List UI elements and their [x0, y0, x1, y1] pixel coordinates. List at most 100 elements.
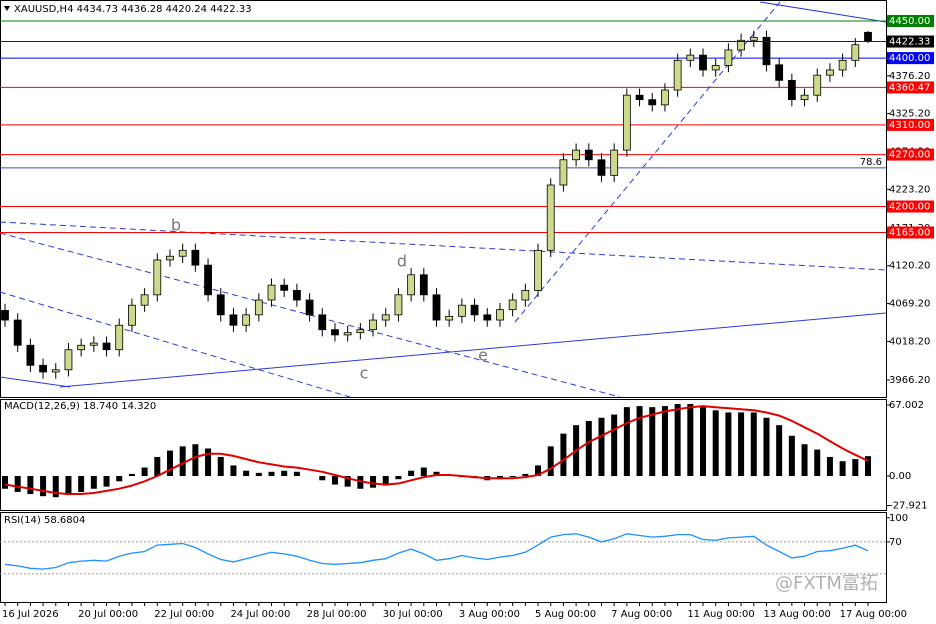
macd-bar [319, 476, 326, 481]
macd-bar [814, 449, 821, 477]
macd-bar [243, 470, 250, 477]
macd-bar [268, 471, 275, 477]
candle-body [686, 54, 695, 61]
candle-body [521, 289, 530, 301]
candle-body [318, 314, 327, 331]
y-tick-label: 4018.20 [889, 336, 930, 347]
candle-body [13, 319, 22, 346]
rsi-title: RSI(14) 58.6804 [4, 515, 85, 526]
candle-body [546, 184, 555, 251]
candle-body [216, 294, 225, 316]
candle-body [254, 299, 263, 316]
candle-body [39, 364, 47, 373]
macd-bar [839, 461, 846, 477]
candle-body [851, 44, 860, 61]
macd-bar [293, 471, 300, 477]
candle-body [661, 89, 669, 106]
macd-bar [331, 476, 338, 485]
price-label: 4422.33 [889, 37, 930, 48]
level-label-bg [887, 81, 934, 94]
macd-pane [0, 399, 887, 511]
level-label: 4450.00 [889, 16, 930, 27]
macd-bar [217, 456, 224, 477]
candle-body [483, 314, 492, 321]
fib-label: 78.6 [860, 157, 882, 168]
candle-body [1, 310, 9, 321]
candle-body [407, 274, 416, 296]
candle-body [749, 36, 758, 41]
macd-bar [547, 446, 554, 477]
watermark: @FXTM富拓 [775, 573, 878, 594]
price-label-bg [887, 35, 934, 48]
macd-bar [661, 406, 668, 477]
candle-body [597, 159, 606, 176]
candle-body [838, 59, 847, 71]
macd-bar [141, 467, 148, 477]
level-label: 4360.47 [889, 82, 930, 93]
candle-body [724, 49, 733, 66]
macd-bar [344, 476, 351, 487]
x-tick-label: 17 Aug 00:00 [840, 609, 907, 620]
macd-bar [585, 420, 592, 477]
macd-bar [865, 456, 871, 477]
candle-body [381, 314, 390, 321]
candle-body [572, 149, 581, 161]
macd-bar [509, 476, 516, 478]
level-label: 4310.00 [889, 120, 930, 131]
macd-bar [712, 410, 719, 477]
candle-body [711, 65, 720, 71]
macd-bar [154, 456, 161, 477]
candle-body [204, 264, 212, 296]
macd-bar [78, 476, 85, 492]
macd-bar [27, 476, 34, 495]
candle-body [737, 39, 745, 51]
chart-title: XAUUSD,H4 4434.73 4436.28 4420.24 4422.3… [14, 4, 252, 15]
rsi-line [4, 533, 869, 570]
macd-bar [674, 403, 681, 477]
wave-label: b [171, 216, 181, 235]
macd-bar [255, 472, 262, 477]
candle-body [331, 329, 339, 336]
macd-bar [408, 470, 415, 477]
candle-body [813, 74, 822, 96]
trendline [0, 221, 887, 271]
x-tick-label: 30 Jul 00:00 [383, 609, 443, 620]
candle-body [64, 349, 73, 371]
candle-body [77, 344, 86, 351]
macd-bar [852, 459, 859, 477]
trendline [59, 312, 887, 388]
macd-bar [420, 467, 427, 477]
macd-bar [776, 425, 783, 477]
macd-bar [52, 476, 59, 498]
candle-body [457, 304, 466, 317]
y-tick-label: 67.002 [889, 400, 924, 411]
candle-body [699, 54, 707, 71]
candle-body [229, 314, 238, 326]
macd-bar [522, 473, 529, 477]
candle-body [648, 99, 657, 106]
candle-body [787, 79, 796, 101]
macd-bar [116, 476, 123, 482]
macd-title: MACD(12,26,9) 18.740 14.320 [4, 401, 156, 412]
macd-bar [636, 406, 643, 477]
macd-bar [598, 417, 605, 477]
macd-bar [103, 476, 110, 487]
candle-body [280, 284, 289, 291]
macd-bar [370, 476, 377, 488]
macd-bar [700, 406, 707, 477]
y-tick-label: 4223.20 [889, 184, 930, 195]
macd-bar [281, 470, 288, 477]
y-tick-label: -27.921 [889, 501, 928, 512]
candle-body [635, 94, 644, 101]
level-label-bg [887, 148, 934, 161]
candle-body [508, 299, 517, 311]
candle-body [775, 64, 784, 81]
candle-body [622, 94, 631, 151]
candle-body [51, 369, 60, 373]
macd-bar [128, 473, 135, 477]
x-tick-label: 3 Aug 00:00 [459, 609, 520, 620]
x-tick-label: 7 Aug 00:00 [611, 609, 672, 620]
level-label: 4400.00 [889, 53, 930, 64]
